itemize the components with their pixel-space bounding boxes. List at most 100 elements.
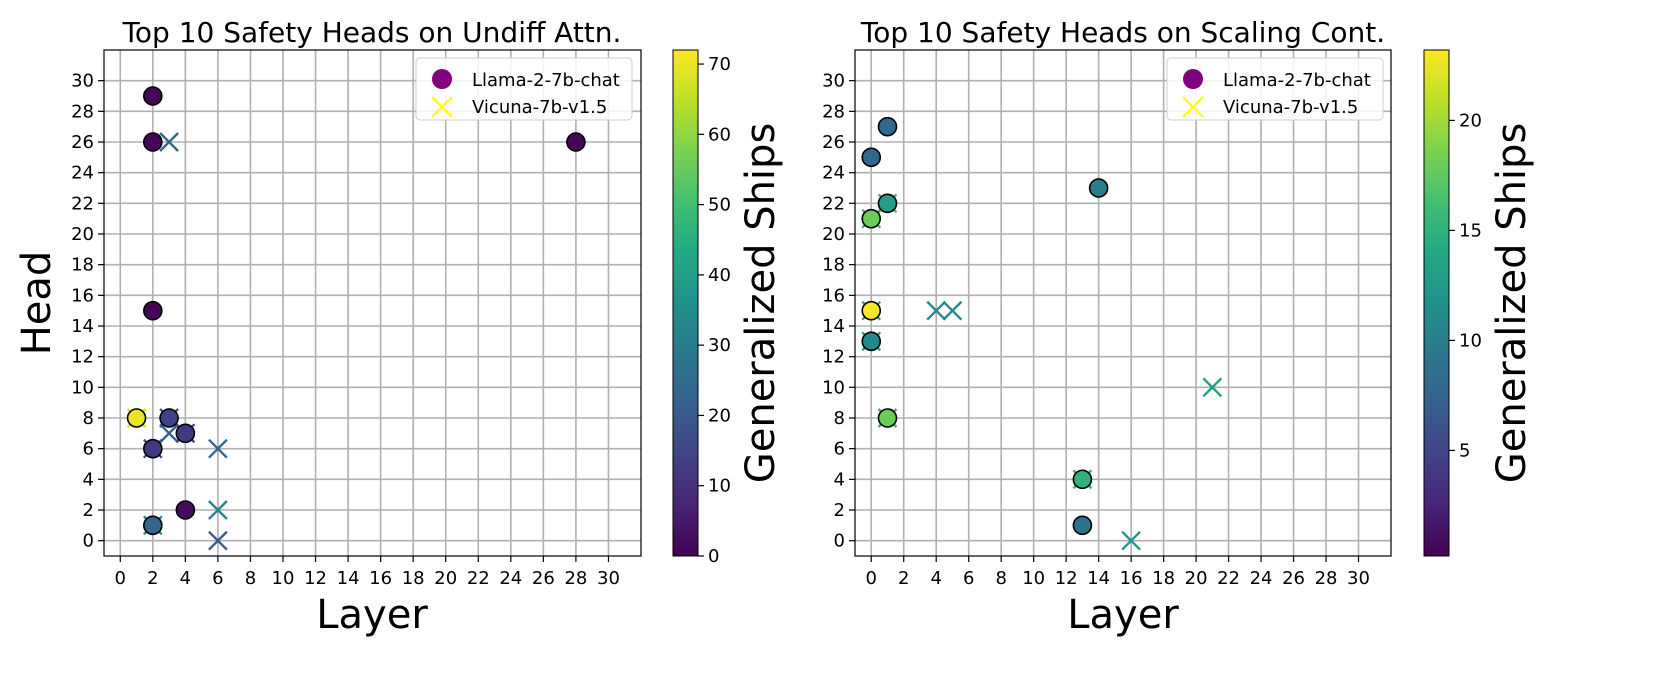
- x-tick-label: 30: [597, 568, 620, 589]
- colorbar-gradient: [1423, 49, 1450, 557]
- x-stroke: [926, 300, 947, 321]
- data-point-vicuna: [1121, 530, 1141, 551]
- y-tick-label: 8: [83, 408, 94, 429]
- y-tick-label: 22: [71, 193, 94, 214]
- x-tick-label: 24: [499, 568, 522, 589]
- colorbar-tick-label: 10: [708, 476, 731, 497]
- x-tick-label: 18: [1152, 568, 1175, 589]
- colorbar-label: Generalized Ships: [738, 123, 784, 484]
- plot-frame: [854, 49, 1392, 557]
- x-ticks: 0 2 4 6 8 10 12 14 16 18 20 22 24 26 28 30: [115, 556, 620, 589]
- data-point-vicuna: [208, 530, 228, 551]
- y-tick-label: 0: [83, 531, 94, 552]
- y-tick-label: 26: [71, 132, 94, 153]
- x-tick-label: 12: [304, 568, 327, 589]
- colorbar-tick-label: 10: [1459, 330, 1482, 351]
- data-point-llama: [566, 132, 586, 152]
- llama-markers: [861, 116, 1109, 536]
- grid: [855, 50, 1391, 556]
- x-tick-label: 26: [1282, 568, 1305, 589]
- colorbar-tick-label: 40: [708, 265, 731, 286]
- y-tick-label: 22: [822, 193, 845, 214]
- data-point-llama: [877, 193, 898, 214]
- x-tick-label: 12: [1055, 568, 1078, 589]
- data-point-llama: [143, 132, 163, 152]
- x-tick-label: 14: [337, 568, 360, 589]
- x-tick-label: 10: [1022, 568, 1045, 589]
- legend-label-llama: Llama-2-7b-chat: [1223, 70, 1371, 91]
- colorbar: 0 10 20 30 40 50 60 70 Generalized Ships: [672, 49, 784, 567]
- plot-frame: [103, 49, 642, 557]
- data-point-llama: [143, 515, 163, 536]
- x-stroke: [1121, 530, 1141, 551]
- y-tick-label: 4: [83, 469, 94, 490]
- data-point-llama: [861, 331, 882, 352]
- legend-circle-marker: [432, 69, 452, 89]
- x-tick-label: 18: [402, 568, 425, 589]
- legend-x-marker: [431, 96, 453, 118]
- x-ticks: 0 2 4 6 8 10 12 14 16 18 20 22 24 26 28 30: [866, 556, 1370, 589]
- x-stroke: [159, 423, 179, 444]
- legend: Llama-2-7b-chat Vicuna-7b-v1.5: [1166, 57, 1384, 121]
- llama-markers: [126, 86, 586, 536]
- y-tick-label: 20: [71, 224, 94, 245]
- x-tick-label: 24: [1250, 568, 1273, 589]
- x-tick-label: 26: [532, 568, 555, 589]
- colorbar-tick-label: 50: [708, 195, 731, 216]
- x-tick-label: 20: [1185, 568, 1208, 589]
- legend-box: [1166, 57, 1384, 121]
- colorbar-ticks: 0 10 20 30 40 50 60 70: [698, 54, 731, 567]
- y-tick-label: 16: [822, 285, 845, 306]
- x-tick-label: 22: [467, 568, 490, 589]
- y-tick-label: 24: [71, 163, 94, 184]
- x-tick-label: 16: [369, 568, 392, 589]
- legend-label-llama: Llama-2-7b-chat: [472, 70, 620, 91]
- colorbar-tick-label: 30: [708, 335, 731, 356]
- chart-title: Top 10 Safety Heads on Scaling Cont.: [860, 16, 1385, 49]
- grid: [104, 50, 641, 556]
- x-stroke: [208, 438, 228, 459]
- legend-circle-marker: [1183, 69, 1203, 89]
- x-stroke: [942, 300, 963, 321]
- x-axis-label: Layer: [316, 592, 428, 638]
- data-point-llama: [877, 116, 898, 137]
- data-point-vicuna: [159, 132, 179, 152]
- colorbar-label: Generalized Ships: [1489, 123, 1535, 484]
- x-tick-label: 16: [1120, 568, 1143, 589]
- y-tick-label: 18: [822, 255, 845, 276]
- data-point-llama: [1072, 515, 1093, 536]
- x-tick-label: 20: [434, 568, 457, 589]
- y-tick-label: 16: [71, 285, 94, 306]
- y-tick-label: 10: [71, 377, 94, 398]
- x-tick-label: 28: [1315, 568, 1338, 589]
- data-point-llama: [159, 408, 179, 428]
- y-tick-label: 20: [822, 224, 845, 245]
- y-tick-label: 30: [71, 71, 94, 92]
- legend-label-vicuna: Vicuna-7b-v1.5: [472, 97, 607, 118]
- chart-title: Top 10 Safety Heads on Undiff Attn.: [122, 16, 622, 49]
- y-tick-label: 10: [822, 377, 845, 398]
- x-tick-label: 0: [115, 568, 126, 589]
- legend-box: [415, 57, 633, 121]
- data-point-vicuna: [208, 438, 228, 459]
- x-tick-label: 22: [1217, 568, 1240, 589]
- colorbar-tick-label: 5: [1459, 440, 1470, 461]
- vicuna-markers: [126, 132, 228, 551]
- data-point-llama: [1072, 469, 1093, 490]
- data-point-llama: [175, 500, 196, 520]
- data-point-llama: [143, 300, 163, 321]
- y-tick-label: 14: [71, 316, 94, 337]
- data-point-vicuna: [942, 300, 963, 321]
- x-stroke: [208, 530, 228, 551]
- data-point-vicuna: [159, 423, 179, 444]
- y-tick-label: 26: [822, 132, 845, 153]
- colorbar-tick-label: 70: [708, 54, 731, 75]
- x-tick-label: 0: [866, 568, 877, 589]
- x-tick-label: 2: [147, 568, 158, 589]
- x-tick-label: 8: [245, 568, 256, 589]
- x-tick-label: 28: [564, 568, 587, 589]
- colorbar: 5 10 15 20 Generalized Ships: [1423, 49, 1535, 557]
